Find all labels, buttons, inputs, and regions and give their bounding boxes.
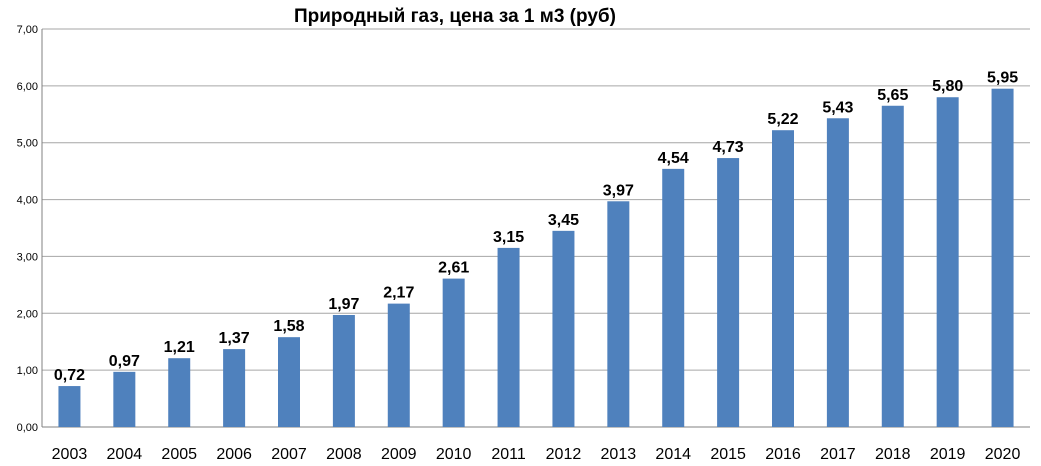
x-tick-label: 2006 — [216, 446, 252, 463]
y-tick-label: 5,00 — [17, 138, 38, 150]
x-tick-label: 2004 — [107, 446, 143, 463]
bar — [607, 201, 630, 427]
data-label: 5,65 — [877, 87, 908, 104]
data-label: 4,54 — [658, 150, 689, 167]
data-label: 5,43 — [822, 99, 853, 116]
bar — [717, 158, 740, 427]
bar — [278, 337, 300, 427]
chart-title: Природный газ, цена за 1 м3 (руб) — [293, 6, 616, 27]
bar — [113, 371, 136, 427]
bar — [497, 247, 520, 427]
bar — [936, 97, 959, 427]
x-tick-label: 2012 — [546, 446, 582, 463]
x-tick-label: 2009 — [381, 446, 417, 463]
x-tick-label: 2017 — [820, 446, 856, 463]
bar — [991, 88, 1014, 427]
bar — [387, 303, 410, 427]
bar — [332, 314, 355, 427]
bar — [772, 130, 794, 427]
data-label: 3,15 — [493, 229, 524, 246]
x-tick-label: 2003 — [52, 446, 88, 463]
bar — [662, 168, 685, 427]
x-tick-label: 2010 — [436, 446, 472, 463]
data-label: 3,45 — [548, 212, 579, 229]
x-tick-label: 2020 — [985, 446, 1021, 463]
data-label: 2,61 — [438, 260, 469, 277]
x-tick-label: 2014 — [655, 446, 691, 463]
data-label: 5,95 — [987, 70, 1018, 87]
data-label: 0,72 — [54, 367, 85, 384]
bar — [826, 118, 849, 427]
x-tick-label: 2015 — [710, 446, 746, 463]
data-label: 3,97 — [603, 182, 634, 199]
bar — [168, 358, 191, 427]
data-label: 5,22 — [767, 111, 798, 128]
x-tick-label: 2008 — [326, 446, 362, 463]
x-tick-label: 2019 — [930, 446, 966, 463]
data-label: 2,17 — [383, 285, 414, 302]
y-tick-label: 7,00 — [17, 24, 38, 36]
y-tick-label: 3,00 — [17, 251, 38, 263]
y-tick-label: 2,00 — [17, 308, 38, 320]
x-tick-label: 2005 — [161, 446, 197, 463]
y-tick-label: 4,00 — [17, 195, 38, 207]
x-tick-label: 2011 — [491, 446, 526, 463]
x-tick-label: 2016 — [765, 446, 801, 463]
data-label: 1,97 — [328, 296, 359, 313]
bar — [223, 349, 246, 427]
x-tick-label: 2018 — [875, 446, 911, 463]
bar — [552, 230, 575, 427]
bar — [58, 386, 81, 427]
bar — [881, 105, 904, 427]
data-label: 5,80 — [932, 78, 963, 95]
bar — [442, 278, 465, 427]
x-tick-label: 2007 — [271, 446, 307, 463]
y-tick-label: 1,00 — [17, 365, 38, 377]
y-tick-label: 0,00 — [17, 422, 38, 434]
data-label: 1,37 — [219, 330, 250, 347]
data-label: 4,73 — [713, 139, 744, 156]
data-label: 0,97 — [109, 353, 140, 370]
data-label: 1,21 — [164, 339, 195, 356]
y-tick-label: 6,00 — [17, 81, 38, 93]
x-tick-label: 2013 — [601, 446, 637, 463]
data-label: 1,58 — [273, 318, 304, 335]
